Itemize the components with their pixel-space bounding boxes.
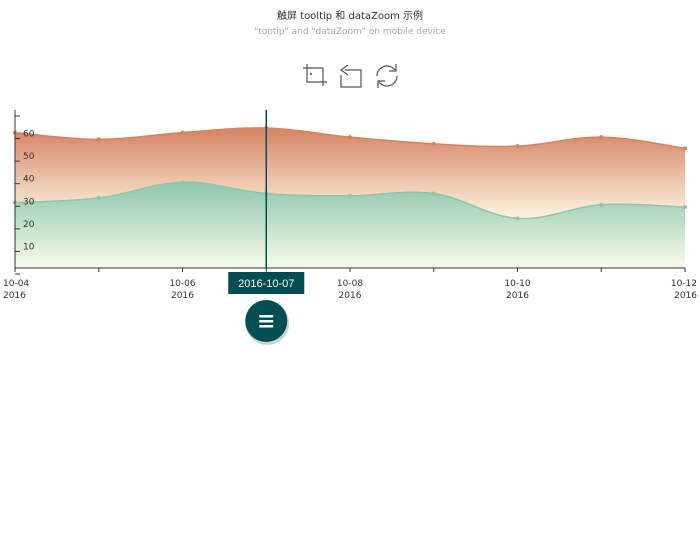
y-tick-label: 20 [23, 220, 35, 230]
zoom-reset-icon[interactable] [336, 61, 366, 91]
series-1-point [515, 216, 520, 221]
series-1-point [96, 196, 101, 201]
series-2-point [96, 137, 101, 142]
series-1-area [15, 182, 685, 268]
axis-pointer[interactable]: 2016-10-07 [228, 110, 305, 345]
menu-icon [259, 315, 274, 328]
axis-pointer-handle[interactable] [245, 300, 290, 345]
chart-subtitle: "tootip" and "dataZoom" on mobile device [254, 27, 446, 37]
toolbox [300, 61, 404, 91]
chart-title: 触屏 tooltip 和 dataZoom 示例 [276, 11, 424, 22]
x-tick-label: 10-08 [337, 279, 363, 289]
series-1-point [348, 193, 352, 198]
axis-pointer-label-box [228, 272, 305, 294]
series-2-point [348, 135, 352, 140]
x-tick-label: 10-12 [671, 279, 697, 289]
series-2-area [15, 127, 685, 219]
series-1-point [683, 205, 687, 210]
x-tick-label: 2016 [339, 291, 362, 301]
axis-layer: 10 20 30 40 50 60 10-04 2016 10-06 2016 10-08 2016 1… [3, 110, 697, 301]
axis-pointer-label: 2016-10-07 [238, 278, 294, 290]
y-tick-label: 40 [23, 175, 35, 185]
x-tick-label: 10-06 [169, 279, 195, 289]
y-tick-label: 60 [23, 130, 35, 140]
y-tick-label: 10 [23, 242, 35, 252]
y-tick-label: 30 [23, 197, 35, 207]
series-1-point [180, 180, 185, 185]
y-tick-label: 50 [23, 152, 35, 162]
series-1-point [599, 202, 604, 207]
x-tick-label: 2016 [3, 291, 26, 301]
x-tick-label: 2016 [171, 291, 194, 301]
series-2-point [683, 146, 687, 151]
series-2-point [515, 144, 520, 149]
series-2-point [180, 130, 185, 135]
series-layer [13, 126, 687, 268]
x-tick-label: 10-04 [3, 279, 29, 289]
x-tick-label: 2016 [506, 291, 529, 301]
x-tick-label: 10-10 [504, 279, 530, 289]
series-2-point [431, 141, 436, 146]
zoom-area-icon[interactable] [300, 61, 330, 91]
series-2-point [599, 135, 604, 140]
x-tick-label: 2016 [674, 291, 697, 301]
series-1-point [431, 191, 436, 196]
restore-icon[interactable] [372, 61, 402, 91]
